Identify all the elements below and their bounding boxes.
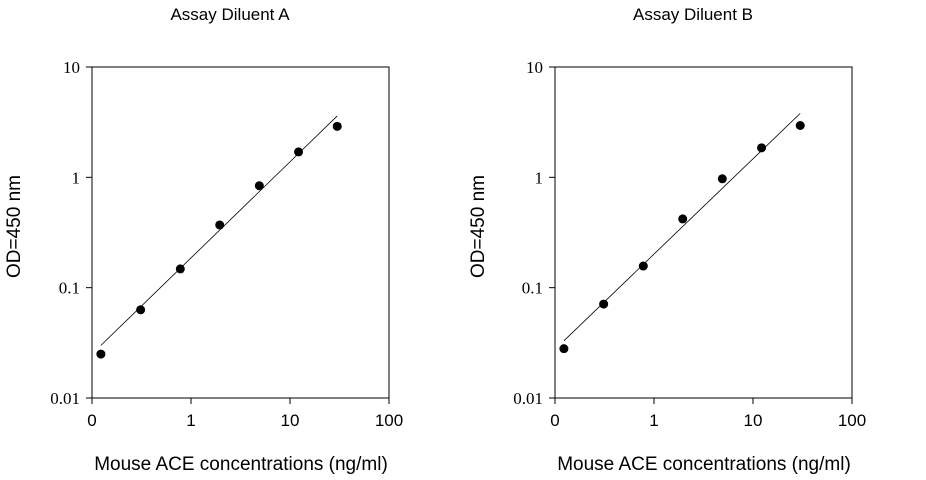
- x-tick-label: 1: [186, 411, 195, 430]
- data-point: [717, 174, 727, 184]
- x-tick-label: 10: [744, 411, 763, 430]
- x-tick-label: 1: [649, 411, 658, 430]
- y-tick-label: 10: [63, 58, 80, 77]
- data-point: [599, 299, 609, 309]
- chart-panel-1: Assay Diluent A 0 1 10 100 0.01 0.1 1 10 Mouse AC…: [4, 5, 403, 475]
- y-tick-label: 1: [535, 168, 544, 187]
- x-axis-label: Mouse ACE concentrations (ng/ml): [557, 454, 851, 475]
- data-point: [294, 147, 304, 157]
- data-point: [332, 121, 342, 131]
- plot-frame: [554, 66, 853, 399]
- y-axis-label: OD=450 nm: [4, 175, 25, 278]
- chart-panel-2: Assay Diluent B 0 1 10 100 0.01 0.1 1 10 Mouse AC…: [468, 5, 866, 475]
- data-point: [96, 349, 106, 359]
- chart-title: Assay Diluent B: [633, 5, 753, 24]
- data-point: [559, 344, 569, 354]
- data-point: [678, 214, 688, 224]
- data-point: [757, 143, 767, 153]
- data-point: [215, 220, 225, 230]
- data-point: [795, 120, 805, 130]
- data-point: [638, 261, 648, 271]
- y-tick-label: 0.01: [513, 389, 543, 408]
- y-axis-label: OD=450 nm: [468, 175, 489, 278]
- x-tick-label: 10: [281, 411, 300, 430]
- x-tick-label: 0: [550, 411, 559, 430]
- plot-frame: [91, 66, 390, 399]
- y-tick-label: 10: [526, 58, 543, 77]
- x-tick-label: 0: [87, 411, 96, 430]
- y-tick-label: 0.01: [50, 389, 80, 408]
- data-point: [175, 264, 185, 274]
- chart-title: Assay Diluent A: [170, 5, 290, 24]
- y-tick-label: 0.1: [522, 279, 543, 298]
- y-tick-label: 1: [72, 168, 81, 187]
- x-axis-label: Mouse ACE concentrations (ng/ml): [94, 454, 388, 475]
- x-tick-label: 100: [375, 411, 403, 430]
- data-point: [136, 305, 146, 315]
- data-point: [254, 181, 264, 191]
- x-tick-label: 100: [838, 411, 866, 430]
- y-tick-label: 0.1: [59, 279, 80, 298]
